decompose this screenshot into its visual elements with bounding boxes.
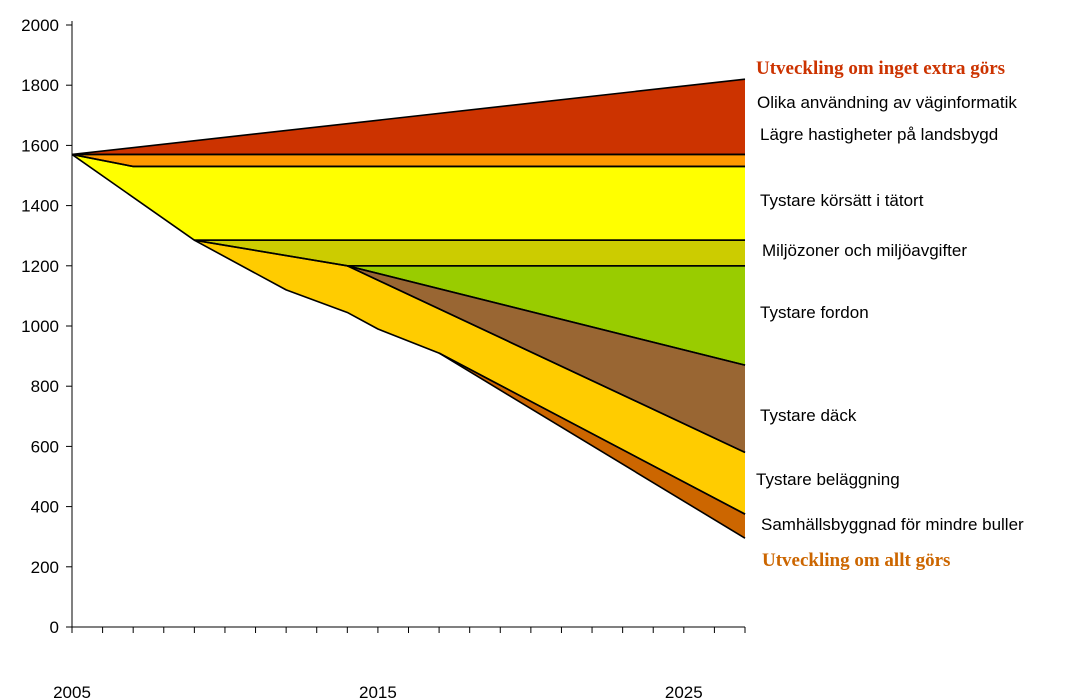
y-tick-label: 1000: [21, 317, 59, 336]
scenario-label-utveckling-om-allt-gors: Utveckling om allt görs: [762, 550, 950, 571]
series-labels: Olika användning av väginformatik Lägre h…: [756, 58, 1024, 571]
label-lagre-hastigheter-pa-landsbygd: Lägre hastigheter på landsbygd: [760, 125, 998, 144]
label-tystare-dack: Tystare däck: [760, 406, 857, 425]
boundary-upper-olika-anvandning-av-vaginformatik: [71, 78, 746, 156]
label-samhallsbyggnad-for-mindre-buller: Samhällsbyggnad för mindre buller: [761, 515, 1024, 534]
y-tick-label: 2000: [21, 16, 59, 35]
area-boundaries: [71, 78, 746, 539]
boundary-upper-tystare-dack: [347, 265, 746, 366]
y-tick-label: 200: [31, 558, 59, 577]
y-tick-label: 800: [31, 377, 59, 396]
label-miljozoner-och-miljoavgifter: Miljözoner och miljöavgifter: [762, 241, 967, 260]
x-tick-label: 2025: [665, 683, 703, 700]
label-olika-anvandning-av-vaginformatik: Olika användning av väginformatik: [757, 93, 1017, 112]
x-tick-label: 2005: [53, 683, 91, 700]
scenario-label-utveckling-om-inget-extra-gors: Utveckling om inget extra görs: [756, 58, 1005, 79]
band-lagre-hastigheter-pa-landsbygd: [72, 154, 745, 167]
label-tystare-fordon: Tystare fordon: [760, 303, 869, 322]
boundary-upper-tystare-belaggning: [194, 239, 746, 454]
y-tick-label: 0: [50, 618, 59, 637]
x-tick-label: 2015: [359, 683, 397, 700]
band-tystare-belaggning: [194, 240, 745, 515]
y-tick-label: 1200: [21, 257, 59, 276]
y-tick-label: 400: [31, 498, 59, 517]
y-tick-label: 1600: [21, 136, 59, 155]
label-tystare-korsatt-i-tatort: Tystare körsätt i tätort: [760, 191, 924, 210]
y-tick-label: 1800: [21, 76, 59, 95]
y-tick-label: 600: [31, 437, 59, 456]
boundary-upper-tystare-korsatt-i-tatort: [71, 153, 745, 168]
boundary-lower-samhallsbyggnad-for-mindre-buller: [438, 352, 746, 539]
band-tystare-korsatt-i-tatort: [72, 154, 745, 241]
boundary-upper-samhallsbyggnad-for-mindre-buller: [438, 352, 746, 515]
y-tick-label: 1400: [21, 197, 59, 216]
band-miljozoner-och-miljoavgifter: [194, 240, 745, 266]
label-tystare-belaggning: Tystare beläggning: [756, 470, 900, 489]
axes: 0 200 400 600 800 1000 1200 1400 1600 1800 2000 200…: [21, 16, 746, 700]
area-layers: [72, 79, 745, 539]
